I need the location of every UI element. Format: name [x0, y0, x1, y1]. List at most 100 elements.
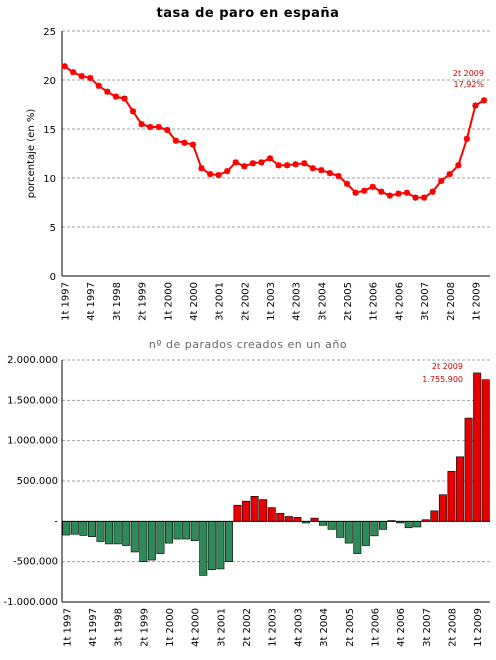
bar [310, 517, 319, 522]
bar [259, 499, 268, 522]
bar [79, 521, 88, 536]
data-point-core [378, 189, 384, 195]
y-tick-label: 1.000.000 [7, 436, 58, 447]
data-point-core [464, 136, 470, 142]
x-tick-label: 1t 2006 [370, 608, 381, 647]
x-tick-label: 2t 1999 [139, 608, 150, 647]
bar [336, 521, 345, 538]
data-point-core [241, 163, 247, 169]
data-point-core [87, 75, 93, 81]
x-tick-label: 2t 2008 [447, 608, 458, 647]
data-point-core [430, 189, 436, 195]
bar [370, 521, 379, 537]
bar [353, 521, 362, 554]
data-point-core [318, 167, 324, 173]
bar [173, 521, 182, 540]
x-tick-label: 3t 1998 [112, 282, 123, 321]
bar [473, 372, 482, 522]
y-tick-label: 20 [43, 76, 56, 87]
bar [122, 521, 131, 546]
data-point-core [113, 94, 119, 100]
x-tick-label: 1t 2000 [165, 608, 176, 647]
x-tick-label: 3t 1998 [114, 608, 125, 647]
data-point-core [455, 162, 461, 168]
bar [96, 521, 105, 542]
bar [242, 500, 251, 522]
data-point-core [395, 191, 402, 197]
data-point-core [353, 190, 359, 196]
annotation-line2: 1.755.900 [422, 375, 463, 384]
x-tick-label: 1t 2009 [471, 282, 482, 321]
y-tick-label: -500.000 [13, 557, 58, 568]
data-point-core [472, 102, 479, 109]
data-point-core [250, 160, 256, 166]
data-point-core [190, 142, 196, 148]
data-point-core [121, 96, 128, 102]
data-point-core [61, 63, 68, 69]
y-tick-label: 500.000 [17, 476, 58, 487]
data-point-core [173, 138, 179, 144]
x-tick-label: 2t 2008 [446, 282, 457, 321]
data-point-core [404, 190, 410, 196]
y-tick-label: 2.000.000 [7, 355, 58, 366]
annotation-line2: 17,92% [453, 80, 484, 89]
bar [481, 379, 490, 522]
bar [456, 456, 465, 522]
data-point-core [104, 89, 110, 95]
x-tick-label: 2t 2002 [242, 608, 253, 647]
annotation-line1: 2t 2009 [453, 69, 484, 78]
x-tick-label: 4t 2000 [189, 282, 200, 321]
x-tick-label: 4t 2000 [191, 608, 202, 647]
data-point-core [156, 124, 162, 130]
x-tick-label: 4t 2003 [293, 608, 304, 647]
bar [87, 521, 96, 537]
y-tick-label: 10 [43, 174, 56, 185]
bar [413, 521, 422, 528]
data-point-core [164, 127, 170, 133]
chart1-title: tasa de paro en españa [156, 6, 340, 21]
data-point-core [284, 162, 290, 168]
data-point-core [361, 188, 367, 194]
bar [404, 521, 413, 529]
data-point-core [181, 140, 188, 146]
bar [105, 521, 114, 545]
bar [361, 521, 370, 546]
bar [199, 521, 208, 576]
data-point-core [216, 172, 222, 178]
data-point-core [224, 168, 230, 174]
x-tick-label: 4t 1997 [86, 282, 97, 321]
data-point-core [387, 193, 393, 199]
bar [70, 521, 79, 535]
x-tick-label: 1t 2000 [163, 282, 174, 321]
data-point-core [370, 184, 376, 190]
y-axis-label: porcentaje (en %) [26, 109, 37, 199]
bar [319, 521, 328, 526]
x-tick-label: 3t 2001 [215, 282, 226, 321]
data-point-core [310, 165, 316, 171]
bar [62, 521, 71, 536]
x-tick-label: 1t 2009 [473, 608, 484, 647]
bar [139, 521, 148, 562]
bar [130, 521, 139, 553]
x-tick-label: 2t 2005 [345, 608, 356, 647]
y-tick-label: - [54, 516, 58, 527]
data-point-core [258, 159, 265, 165]
bar [276, 512, 285, 522]
bar [250, 496, 259, 522]
bar [165, 521, 173, 544]
bar [379, 521, 387, 530]
y-tick-label: 15 [43, 125, 56, 136]
y-tick-label: 0 [50, 272, 56, 283]
x-tick-label: 4t 2006 [396, 608, 407, 647]
bar [430, 510, 439, 522]
x-tick-label: 1t 2003 [266, 282, 277, 321]
bar [233, 504, 242, 522]
bar [156, 521, 165, 554]
x-tick-label: 1t 2003 [268, 608, 279, 647]
bar [447, 471, 456, 522]
x-tick-label: 4t 1997 [88, 608, 99, 647]
x-tick-label: 3t 2007 [420, 282, 431, 321]
x-tick-label: 2t 1999 [138, 282, 149, 321]
x-tick-label: 1t 1997 [61, 282, 72, 321]
